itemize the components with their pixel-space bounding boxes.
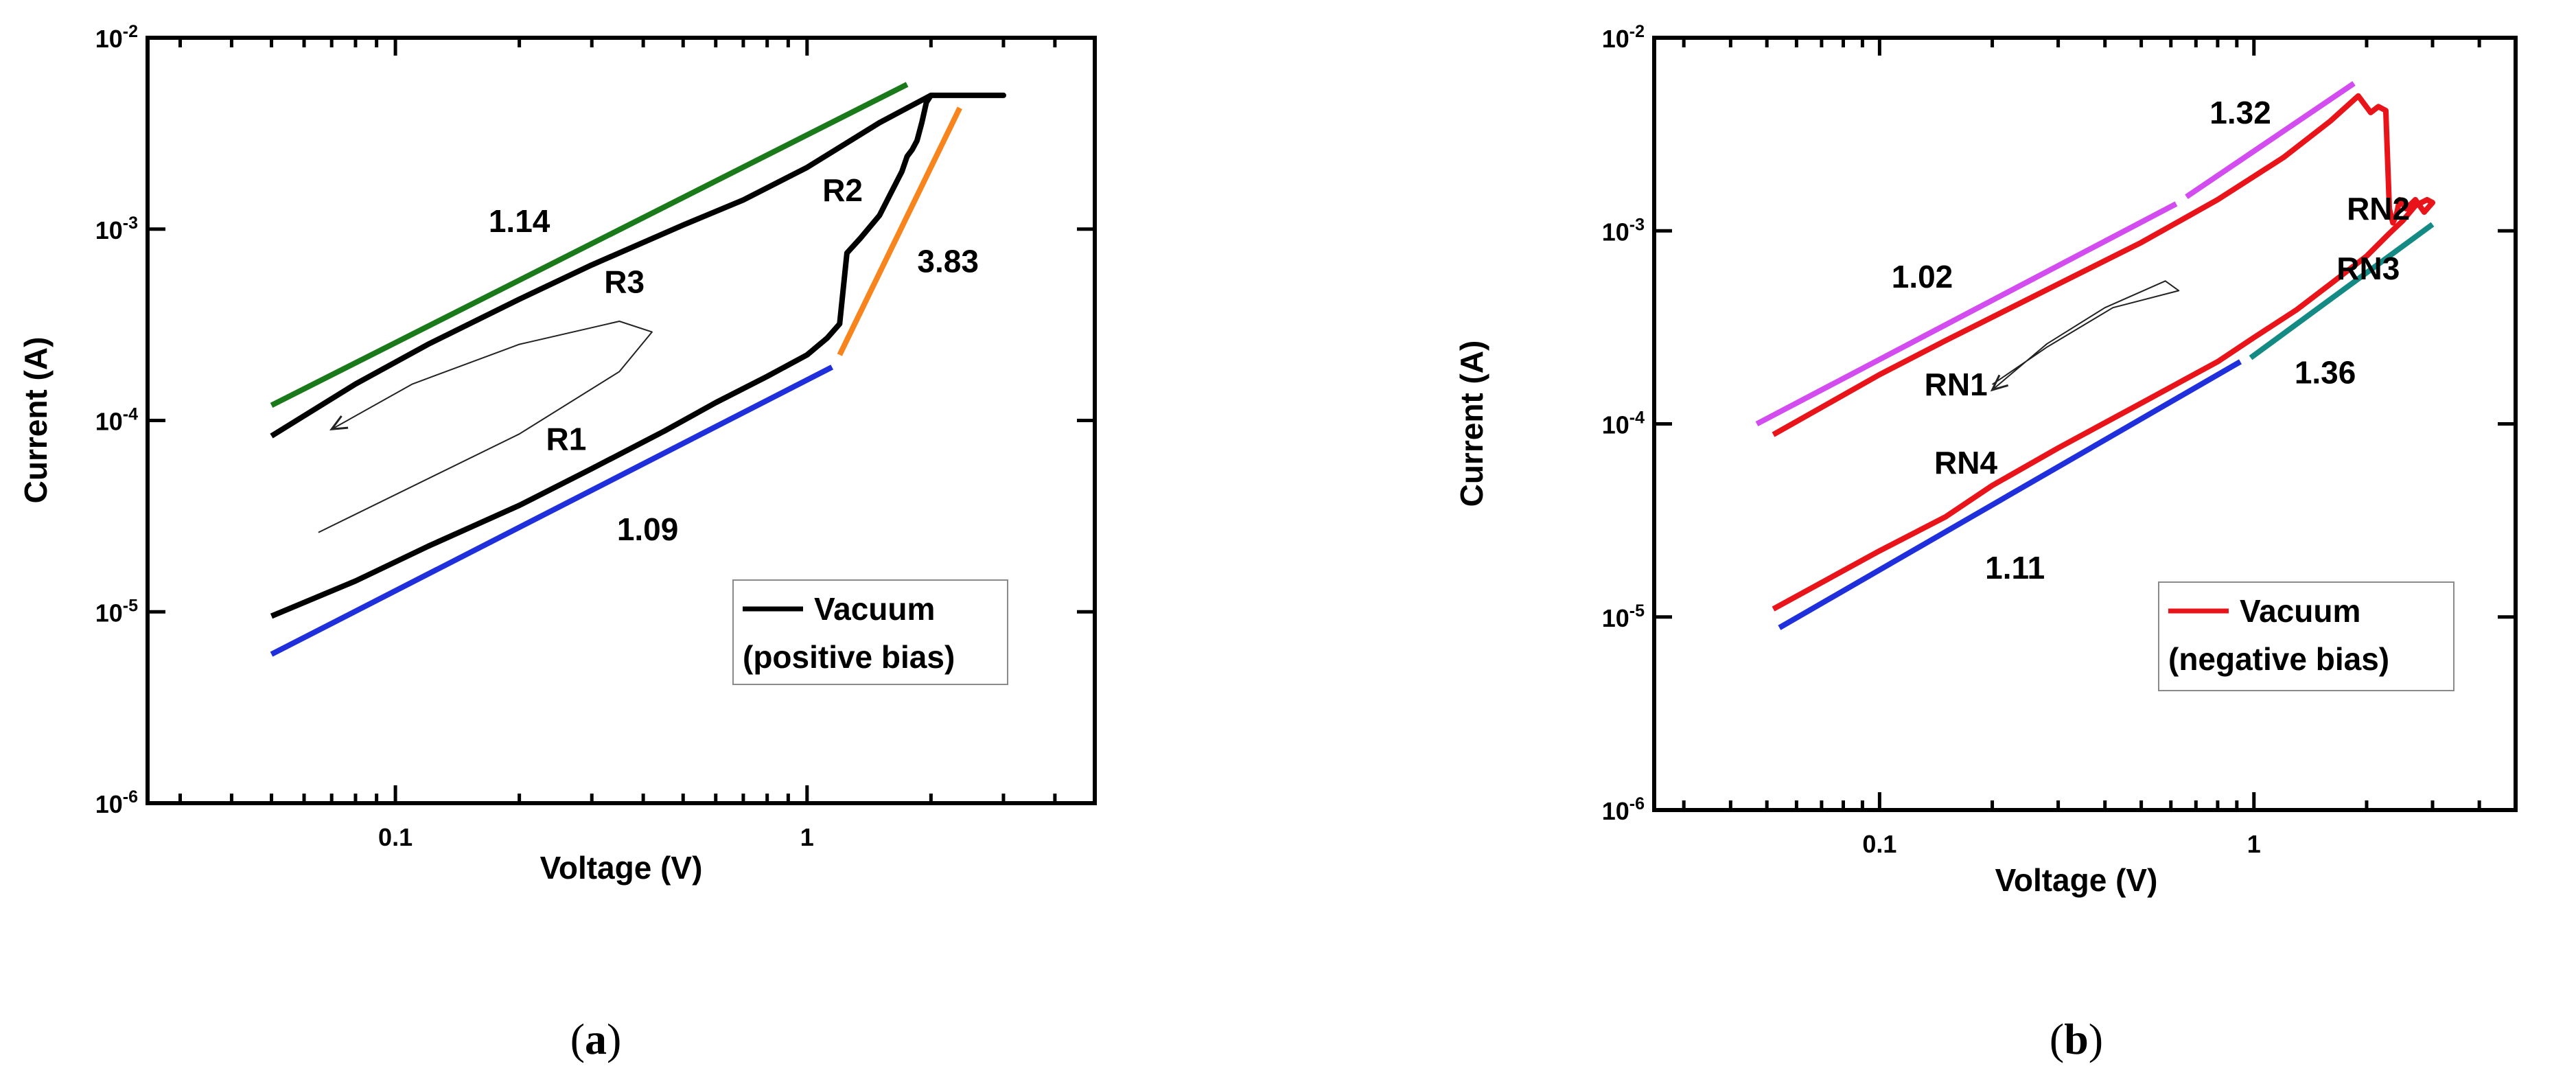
y-tick-exponent: -2 [123, 22, 138, 41]
panel-a-x-tick-labels: 0.1 1 [378, 823, 814, 851]
y-tick-base: 10 [1602, 411, 1629, 439]
panel-b-legend: Vacuum (negative bias) [2158, 581, 2455, 691]
fit-line [270, 365, 834, 657]
fit-line [2249, 222, 2435, 360]
panel-caption: (a) [570, 1015, 622, 1063]
slope-annotation: 1.11 [1985, 550, 2045, 586]
y-tick-exponent: -3 [1629, 215, 1645, 234]
region-annotation: RN4 [1934, 445, 1997, 481]
y-tick-label: 10-4 [95, 405, 138, 436]
panel-b-sweep-layer [1990, 280, 2180, 392]
x-tick-label: 1 [800, 823, 814, 851]
fit-line [837, 106, 962, 356]
y-tick-base: 10 [1602, 218, 1629, 246]
legend-label: Vacuum [814, 591, 935, 627]
panel-b-ticks [1654, 36, 2516, 812]
fit-line [270, 82, 909, 408]
caption-open-paren: ( [2050, 1015, 2064, 1063]
caption-close-paren: ) [2089, 1015, 2103, 1063]
y-tick-base: 10 [1602, 25, 1629, 53]
y-tick-label: 10-6 [95, 787, 138, 818]
y-tick-label: 10-3 [1602, 215, 1645, 246]
slope-annotation: 3.83 [917, 243, 979, 279]
slope-annotation: 1.14 [489, 203, 550, 239]
y-tick-base: 10 [1602, 604, 1629, 632]
panel-caption: (b) [2050, 1015, 2103, 1063]
y-tick-label: 10-4 [1602, 408, 1645, 439]
region-annotation: RN3 [2336, 251, 2400, 286]
sweep-direction-arrow [318, 321, 653, 533]
y-tick-label: 10-6 [1602, 794, 1645, 825]
slope-annotation: 1.32 [2209, 95, 2271, 130]
panel-a-y-tick-labels: 10-6 10-5 10-4 10-3 10-2 [95, 22, 138, 818]
fit-line [1778, 359, 2242, 630]
y-tick-label: 10-3 [95, 213, 138, 244]
y-tick-label: 10-5 [1602, 601, 1645, 632]
fit-line [2185, 81, 2356, 200]
y-tick-exponent: -5 [123, 596, 138, 615]
panel-a-sweep-layer [318, 321, 653, 533]
region-annotation: R1 [546, 421, 587, 457]
region-annotation: RN1 [1925, 367, 1988, 402]
legend-label-condition: (negative bias) [2168, 641, 2389, 677]
caption-letter: b [2064, 1015, 2089, 1063]
y-tick-base: 10 [95, 790, 123, 818]
y-tick-base: 10 [95, 599, 123, 627]
legend-box [2158, 581, 2455, 691]
y-tick-exponent: -4 [123, 405, 138, 424]
y-axis-title: Current (A) [1454, 340, 1489, 507]
y-tick-base: 10 [1602, 797, 1629, 825]
y-tick-label: 10-2 [95, 22, 138, 53]
panel-a-annotations: 1.14 R3 R2 3.83 R1 1.09 [489, 172, 979, 547]
data-series-line [270, 92, 1006, 619]
y-tick-label: 10-2 [1602, 22, 1645, 53]
region-annotation: R3 [604, 264, 645, 300]
x-axis-title: Voltage (V) [540, 850, 703, 886]
legend-label: Vacuum [2240, 593, 2360, 629]
panel-b-y-tick-labels: 10-6 10-5 10-4 10-3 10-2 [1602, 22, 1645, 825]
x-tick-label: 0.1 [378, 823, 413, 851]
caption-close-paren: ) [607, 1015, 621, 1063]
caption-open-paren: ( [570, 1015, 585, 1063]
sweep-arrow-head [329, 415, 349, 431]
panel-b-series-layer [1755, 81, 2435, 630]
y-tick-exponent: -3 [123, 213, 138, 233]
y-tick-base: 10 [95, 216, 123, 244]
y-tick-base: 10 [95, 408, 123, 436]
panel-b: 0.1 1 10-6 10-5 10-4 10-3 10-2 Voltage (… [1454, 22, 2518, 1063]
panel-a-legend: Vacuum (positive bias) [732, 579, 1008, 685]
panel-b-annotations: 1.32 RN2 1.02 RN3 1.36 RN1 RN4 1.11 [1892, 95, 2410, 586]
region-annotation: R2 [822, 172, 863, 208]
y-tick-base: 10 [95, 25, 123, 53]
x-tick-label: 0.1 [1862, 830, 1896, 858]
slope-annotation: 1.02 [1892, 259, 1953, 294]
y-tick-exponent: -5 [1629, 601, 1645, 621]
y-tick-exponent: -6 [123, 787, 138, 807]
y-tick-exponent: -2 [1629, 22, 1645, 41]
y-tick-label: 10-5 [95, 596, 138, 627]
panel-b-x-tick-labels: 0.1 1 [1862, 830, 2260, 858]
y-tick-exponent: -6 [1629, 794, 1645, 813]
panel-a-plot-frame [146, 36, 1097, 805]
x-axis-title: Voltage (V) [1995, 862, 2158, 898]
legend-box [732, 579, 1008, 685]
region-annotation: RN2 [2347, 191, 2410, 227]
panel-a-series-layer [270, 82, 1006, 657]
slope-annotation: 1.36 [2295, 354, 2356, 390]
panel-a-ticks [148, 36, 1095, 805]
y-tick-exponent: -4 [1629, 408, 1645, 428]
sweep-arrow-head [1990, 374, 2009, 392]
legend-label-condition: (positive bias) [743, 639, 955, 675]
panel-a: 0.1 1 10-6 10-5 10-4 10-3 10-2 Voltage (… [18, 22, 1097, 1063]
slope-annotation: 1.09 [617, 511, 679, 547]
data-series-line [1772, 93, 2435, 612]
x-tick-label: 1 [2247, 830, 2261, 858]
y-axis-title: Current (A) [18, 337, 54, 504]
caption-letter: a [585, 1015, 607, 1063]
fit-line [1755, 201, 2178, 427]
sweep-direction-arrow [1991, 280, 2180, 391]
